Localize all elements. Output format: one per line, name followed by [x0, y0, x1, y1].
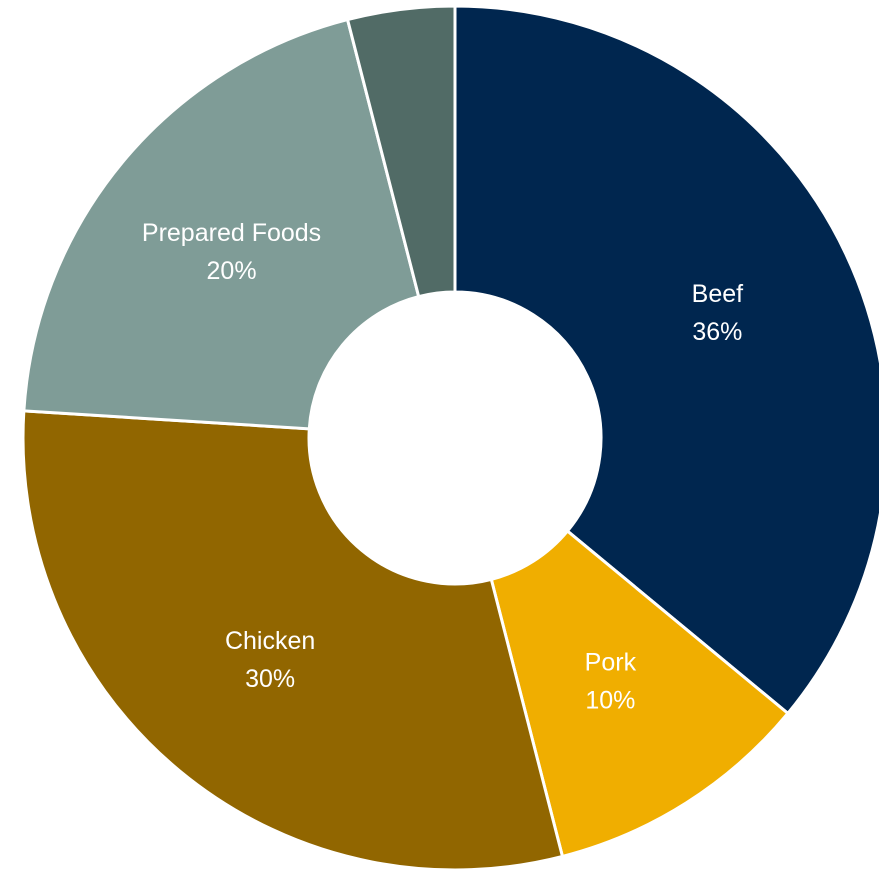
slice-value-label: 10% [585, 686, 635, 714]
slice-label: Prepared Foods [142, 219, 321, 247]
donut-slice [22, 17, 421, 431]
slice-value-label: 36% [692, 318, 742, 346]
donut-slice [345, 4, 457, 299]
donut-slice [489, 528, 790, 859]
slice-label: Beef [692, 280, 743, 308]
donut-slice [21, 409, 565, 872]
slice-label: Chicken [225, 627, 315, 655]
slice-value-label: 20% [207, 257, 257, 285]
donut-slice [453, 4, 879, 716]
slice-label: Pork [585, 648, 637, 676]
slice-value-label: 30% [245, 665, 295, 693]
